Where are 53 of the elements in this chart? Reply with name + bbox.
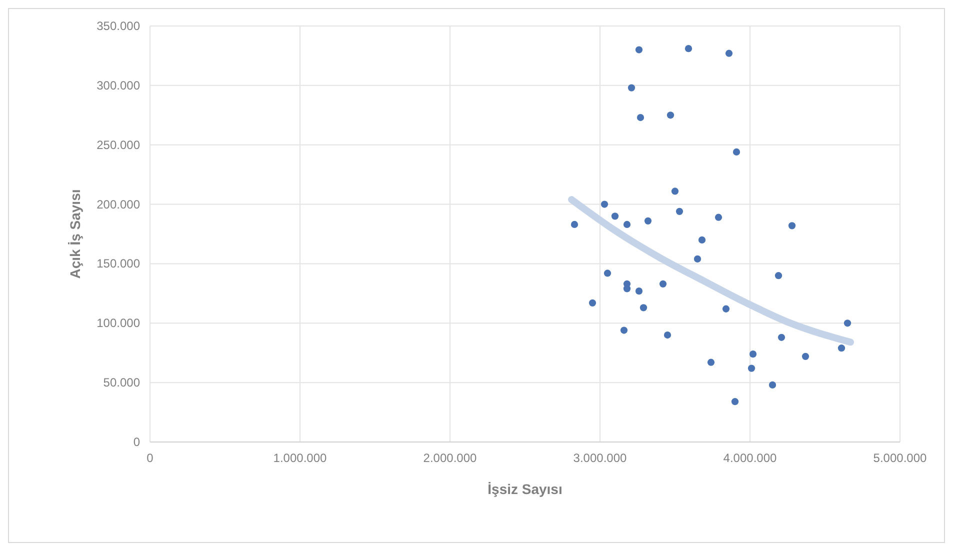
point — [666, 112, 674, 119]
y-tick-label: 150.000 — [96, 256, 140, 271]
y-tick-label: 300.000 — [96, 78, 140, 92]
point — [748, 364, 756, 372]
point — [623, 285, 631, 292]
point — [802, 352, 810, 360]
x-tick-label: 0 — [146, 451, 154, 465]
point — [664, 331, 672, 339]
point — [604, 270, 612, 277]
point — [844, 320, 852, 327]
point — [588, 299, 596, 306]
point — [684, 45, 692, 52]
point — [676, 208, 684, 215]
x-axis-title: İşsiz Sayısı — [488, 481, 562, 497]
x-tick-label: 3.000.000 — [573, 451, 628, 465]
point — [620, 326, 628, 334]
point — [838, 344, 846, 352]
point — [732, 148, 740, 156]
point — [636, 114, 644, 122]
point — [659, 280, 667, 288]
point — [623, 220, 631, 228]
point — [714, 214, 722, 221]
point — [628, 84, 636, 92]
point — [774, 272, 782, 280]
point — [749, 350, 757, 358]
y-tick-label: 250.000 — [96, 138, 140, 152]
point — [722, 305, 730, 312]
x-tick-label: 1.000.000 — [273, 451, 328, 465]
point — [600, 200, 608, 208]
point — [640, 304, 648, 312]
point — [768, 381, 776, 389]
point — [694, 255, 702, 263]
x-tick-label: 4.000.000 — [723, 451, 778, 465]
point — [778, 334, 786, 341]
point — [635, 46, 643, 54]
point — [671, 188, 679, 195]
point — [635, 287, 643, 295]
point — [788, 222, 796, 230]
x-tick-label: 2.000.000 — [423, 451, 478, 465]
x-tick-label: 5.000.000 — [873, 451, 928, 465]
y-tick-label: 0 — [133, 435, 140, 449]
point — [707, 358, 715, 366]
point — [611, 212, 619, 220]
y-tick-label: 350.000 — [96, 19, 140, 33]
point — [644, 217, 652, 224]
y-axis-title: Açık İş Sayısı — [67, 189, 83, 279]
y-tick-label: 50.000 — [103, 376, 140, 390]
y-tick-label: 200.000 — [96, 197, 140, 212]
point — [725, 50, 733, 57]
point — [698, 236, 706, 244]
y-tick-label: 100.000 — [96, 316, 140, 330]
point — [570, 220, 578, 228]
point — [731, 398, 739, 406]
